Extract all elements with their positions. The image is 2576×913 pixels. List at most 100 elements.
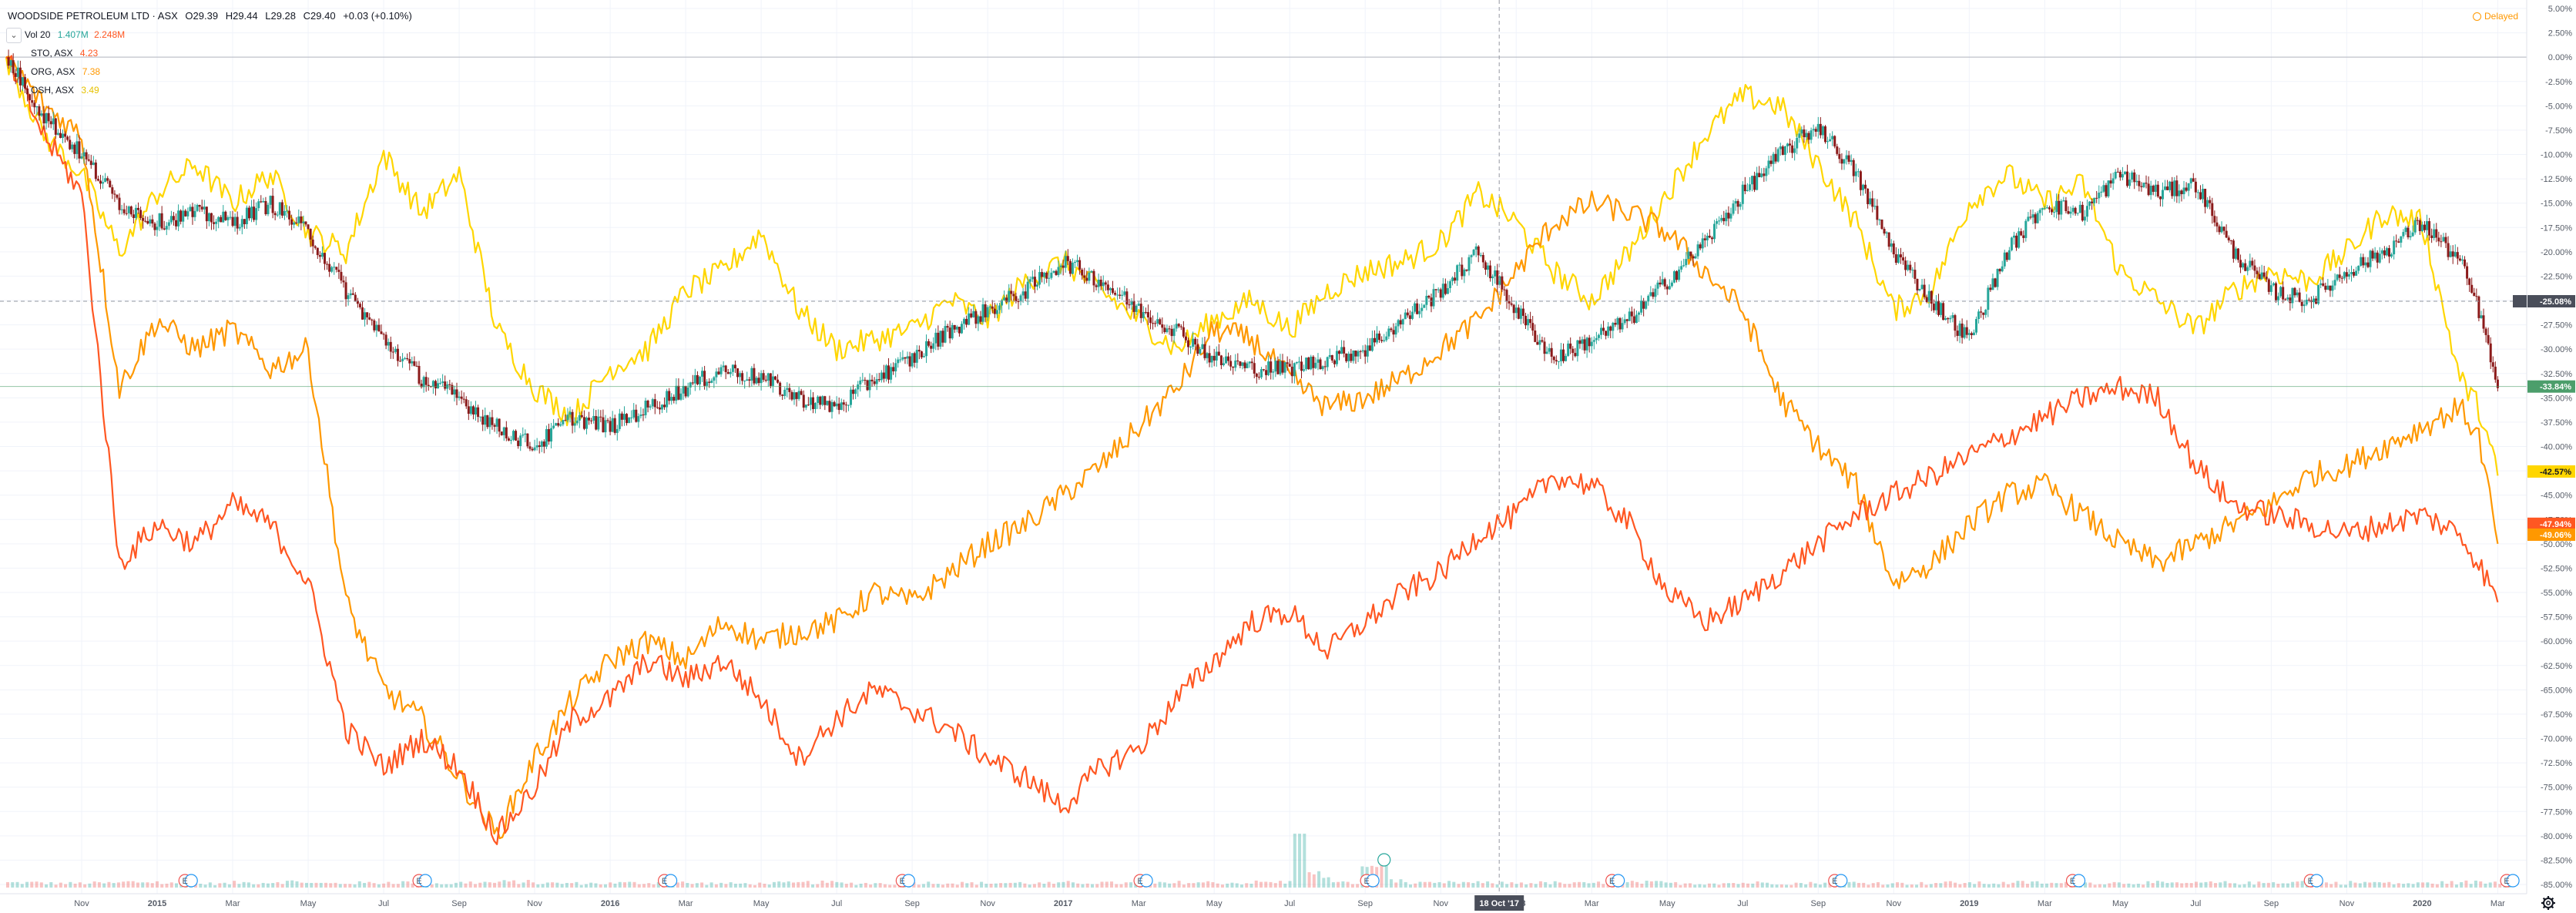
wpl-candle-body xyxy=(198,205,201,207)
volume-bar xyxy=(1129,882,1133,888)
wpl-candle-body xyxy=(1048,277,1051,279)
wpl-candle-body xyxy=(1177,324,1180,327)
volume-bar xyxy=(1273,883,1277,888)
wpl-candle-body xyxy=(1605,331,1608,336)
legend-osh[interactable]: OSH, ASX 3.49 xyxy=(31,85,99,96)
volume-bar xyxy=(1457,884,1461,888)
wpl-candle-body xyxy=(330,267,334,272)
legend-sto[interactable]: STO, ASX 4.23 xyxy=(31,48,98,59)
wpl-candle-body xyxy=(175,220,178,227)
volume-bar xyxy=(430,884,434,888)
wpl-candle-body xyxy=(1689,251,1692,257)
volume-bar xyxy=(2498,884,2502,888)
wpl-candle-body xyxy=(538,445,541,447)
wpl-candle-body xyxy=(293,222,296,225)
earnings-marker[interactable]: E xyxy=(412,874,432,888)
earnings-marker[interactable]: E xyxy=(658,874,678,888)
volume-bar xyxy=(594,883,598,888)
wpl-candle-body xyxy=(1474,246,1478,250)
wpl-candle-body xyxy=(542,441,545,447)
wpl-candle-body xyxy=(1267,361,1270,375)
wpl-candle-body xyxy=(127,206,130,213)
wpl-candle-body xyxy=(1166,328,1169,333)
time-tick-label: Jul xyxy=(2190,899,2201,908)
wpl-candle-body xyxy=(1390,328,1393,331)
time-tick-label: Sep xyxy=(2264,899,2279,908)
wpl-candle-body xyxy=(2236,248,2239,260)
price-tick-label: -2.50% xyxy=(2545,78,2572,87)
legend-org[interactable]: ORG, ASX 7.38 xyxy=(31,66,100,77)
wpl-candle-body xyxy=(713,377,716,381)
wpl-candle-body xyxy=(2024,220,2028,238)
wpl-candle-body xyxy=(1932,304,1935,310)
wpl-candle-body xyxy=(2083,217,2086,221)
earnings-marker[interactable]: E xyxy=(2303,874,2323,888)
earnings-marker[interactable]: E xyxy=(1360,874,1380,888)
wpl-candle-body xyxy=(373,320,376,331)
delayed-indicator[interactable]: Delayed xyxy=(2473,11,2518,22)
legend-collapse-button[interactable]: ⌄ xyxy=(6,28,22,43)
volume-bar xyxy=(338,884,342,888)
wpl-candle-body xyxy=(1125,291,1129,305)
wpl-candle-body xyxy=(517,440,520,447)
gear-icon[interactable] xyxy=(2541,895,2556,911)
wpl-candle-body xyxy=(2038,210,2041,213)
wpl-candle-body xyxy=(47,112,50,122)
wpl-candle-body xyxy=(1743,184,1746,192)
symbol-title[interactable]: WOODSIDE PETROLEUM LTD · ASX xyxy=(8,10,178,22)
volume-bar xyxy=(2247,881,2251,888)
wpl-candle-body xyxy=(1340,347,1343,354)
wpl-candle-body xyxy=(1786,143,1789,146)
wpl-candle-body xyxy=(830,401,834,412)
earnings-marker[interactable]: E xyxy=(178,874,198,888)
volume-bar xyxy=(2136,884,2140,888)
wpl-candle-body xyxy=(356,300,359,304)
wpl-candle-body xyxy=(1821,126,1824,136)
volume-bar xyxy=(146,882,149,888)
legend-volume[interactable]: Vol 20 1.407M 2.248M xyxy=(25,29,125,40)
earnings-marker[interactable]: E xyxy=(2500,874,2520,888)
earnings-marker[interactable]: E xyxy=(895,874,915,888)
wpl-candle-body xyxy=(2158,196,2162,200)
earnings-marker[interactable]: E xyxy=(1828,874,1848,888)
wpl-candle-body xyxy=(1823,126,1826,143)
earnings-marker[interactable]: E xyxy=(2065,874,2086,888)
volume-bar xyxy=(1597,881,1601,888)
volume-bar xyxy=(406,881,410,888)
wpl-candle-body xyxy=(1807,133,1810,140)
wpl-candle-body xyxy=(547,428,550,442)
volume-bar xyxy=(1954,882,1957,888)
volume-bar xyxy=(1818,884,1822,888)
wpl-candle-body xyxy=(368,317,371,320)
wpl-candle-body xyxy=(1461,264,1464,277)
price-scale-background[interactable] xyxy=(2527,0,2576,894)
wpl-candle-body xyxy=(762,373,765,380)
wpl-candle-body xyxy=(1194,338,1197,345)
volume-bar xyxy=(1293,834,1296,888)
wpl-candle-body xyxy=(1498,276,1501,285)
wpl-candle-body xyxy=(2286,297,2289,300)
price-tick-label: -70.00% xyxy=(2541,735,2572,744)
wpl-candle-body xyxy=(323,253,326,264)
volume-bar xyxy=(1847,881,1851,888)
wpl-candle-body xyxy=(1942,303,1945,321)
wpl-candle-body xyxy=(2187,183,2190,191)
wpl-candle-body xyxy=(1965,327,1968,335)
wpl-candle-body xyxy=(344,282,347,300)
time-tick-label: Mar xyxy=(2490,899,2505,908)
wpl-candle-body xyxy=(939,331,942,347)
wpl-candle-body xyxy=(580,415,583,418)
volume-bar xyxy=(1095,884,1099,888)
volume-bar xyxy=(2054,883,2058,888)
crosshair-date-badge: 18 Oct '17 xyxy=(1479,899,1519,908)
wpl-candle-body xyxy=(2468,278,2471,285)
price-tick-label: -50.00% xyxy=(2541,540,2572,549)
volume-bar xyxy=(459,881,463,888)
earnings-marker[interactable]: E xyxy=(1605,874,1625,888)
time-scale-background[interactable] xyxy=(0,894,2576,913)
price-tick-label: -55.00% xyxy=(2541,589,2572,598)
volume-bar xyxy=(1172,883,1176,888)
earnings-marker[interactable]: E xyxy=(1133,874,1153,888)
